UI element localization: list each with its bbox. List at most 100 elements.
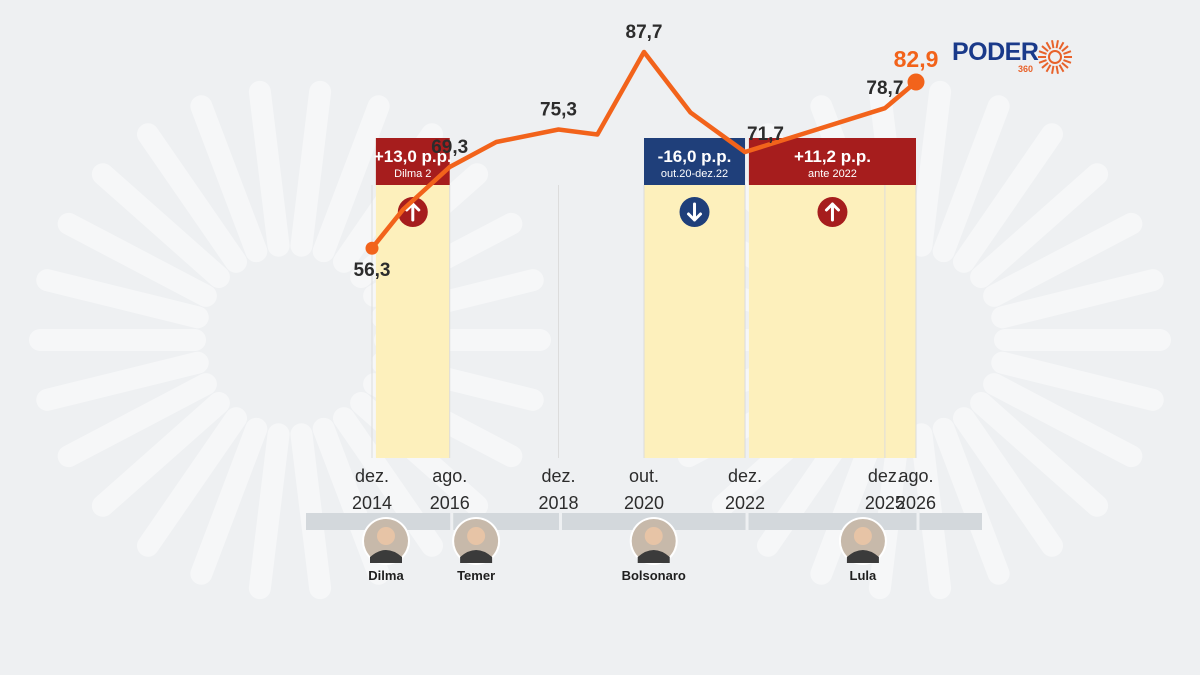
president-avatar — [362, 517, 410, 565]
background-ray — [952, 123, 1064, 273]
sun-ray — [1045, 41, 1052, 50]
sun-logo-icon — [1038, 40, 1072, 74]
background-ray — [983, 373, 1143, 468]
sun-ray — [1058, 64, 1065, 73]
data-label: 56,3 — [354, 260, 391, 281]
sun-ray — [1061, 45, 1069, 52]
x-tick-label: 2020 — [624, 493, 664, 513]
background-ray — [952, 407, 1064, 557]
president-avatar — [452, 517, 501, 565]
highlight-change: -16,0 p.p. — [658, 147, 732, 166]
background-ray — [248, 80, 290, 257]
avatar-body — [370, 550, 402, 563]
data-label: 82,9 — [894, 46, 939, 72]
president-avatar — [838, 517, 887, 565]
x-tick-label: out. — [629, 466, 659, 486]
background-ray — [57, 373, 217, 468]
presidents-timeline: Dilma Temer Bolsonaro Lula — [306, 513, 982, 583]
sun-ray — [1051, 65, 1055, 74]
background-ray — [983, 212, 1143, 307]
background-ray — [290, 423, 332, 600]
x-tick-label: 2025 — [865, 493, 905, 513]
poder360-logo: PODER 360 — [952, 36, 1082, 80]
arrow-down-icon — [679, 197, 710, 227]
line-series — [365, 49, 925, 255]
highlight-period: out.20-dez.22 — [661, 168, 728, 180]
x-tick-label: 2018 — [538, 493, 578, 513]
data-labels: 56,3 69,3 75,3 87,7 71,7 78,7 82,9 — [354, 22, 939, 281]
avatar-body — [637, 550, 670, 563]
data-label: 75,3 — [540, 99, 577, 120]
highlight-change: +13,0 p.p. — [374, 147, 452, 166]
highlight-band — [644, 138, 746, 458]
background-ray — [970, 391, 1109, 517]
president-name: Temer — [457, 568, 495, 583]
background-ray — [57, 212, 217, 307]
president-name: Lula — [850, 568, 877, 583]
sun-ray — [1063, 59, 1072, 64]
arrow-glyph — [405, 202, 421, 222]
background-ray — [91, 391, 230, 517]
background-ray — [991, 351, 1164, 411]
data-label: 71,7 — [747, 124, 784, 145]
series-start-point — [365, 241, 379, 255]
x-axis-ticks: dez. 2014 ago. 2016 dez. 2018 out. 2020 dez. 2022… — [352, 466, 936, 513]
x-tick-label: 2014 — [352, 493, 392, 513]
sun-ray — [1038, 50, 1047, 55]
x-tick-label: dez. — [728, 466, 762, 486]
background-ray — [91, 163, 230, 289]
sun-ray — [1058, 41, 1065, 50]
background-ray — [910, 80, 952, 257]
background-ray — [136, 123, 248, 273]
sun-ray — [1038, 59, 1047, 64]
sun-ray — [1041, 45, 1049, 52]
background-ray — [932, 95, 1010, 263]
x-tick-label: ago. — [432, 466, 467, 486]
x-tick-label: 2022 — [725, 493, 765, 513]
avatar-face — [644, 527, 663, 545]
avatar-face — [853, 527, 872, 545]
data-label: 87,7 — [626, 22, 663, 43]
vertical-guide-lines — [371, 185, 917, 458]
background-ray — [932, 417, 1010, 585]
president-avatar — [629, 517, 678, 565]
background-ray — [868, 423, 910, 600]
background-ray — [290, 80, 332, 257]
sun-ray — [1045, 64, 1052, 73]
background-ray — [248, 423, 290, 600]
sun-ray — [1051, 40, 1055, 49]
avatar-body — [460, 550, 493, 563]
x-tick-label: dez. — [868, 466, 902, 486]
highlight-band — [375, 138, 450, 458]
highlight-period: ante 2022 — [808, 168, 857, 180]
background-ray — [136, 407, 248, 557]
x-tick-label: dez. — [355, 466, 389, 486]
x-tick-label: 2016 — [430, 493, 470, 513]
background-ray — [910, 423, 952, 600]
arrow-glyph — [687, 202, 703, 222]
highlight-header — [644, 138, 746, 185]
background-ray — [190, 95, 268, 263]
avatar-body — [846, 550, 879, 563]
sun-ray — [1041, 62, 1049, 69]
highlight-period: Dilma 2 — [394, 168, 431, 180]
x-tick-label: ago. — [898, 466, 933, 486]
background-ray — [36, 351, 209, 411]
data-label: 69,3 — [431, 137, 468, 158]
sun-ray — [1055, 65, 1059, 74]
background-ray — [36, 269, 209, 329]
sun-ray — [1055, 40, 1059, 49]
series-line — [369, 49, 919, 251]
president-name: Bolsonaro — [622, 568, 686, 583]
avatar-face — [377, 527, 395, 545]
sun-ray — [1061, 62, 1069, 69]
sun-ray — [1063, 50, 1072, 55]
background-ray — [970, 163, 1109, 289]
highlight-periods: +13,0 p.p. Dilma 2 -16,0 p.p. out.20-dez.22… — [374, 138, 916, 458]
data-label: 78,7 — [866, 78, 903, 99]
x-tick-label: dez. — [541, 466, 575, 486]
background-ray — [312, 95, 390, 263]
logo-sub: 360 — [1018, 64, 1034, 74]
logo-word: PODER — [952, 38, 1039, 66]
